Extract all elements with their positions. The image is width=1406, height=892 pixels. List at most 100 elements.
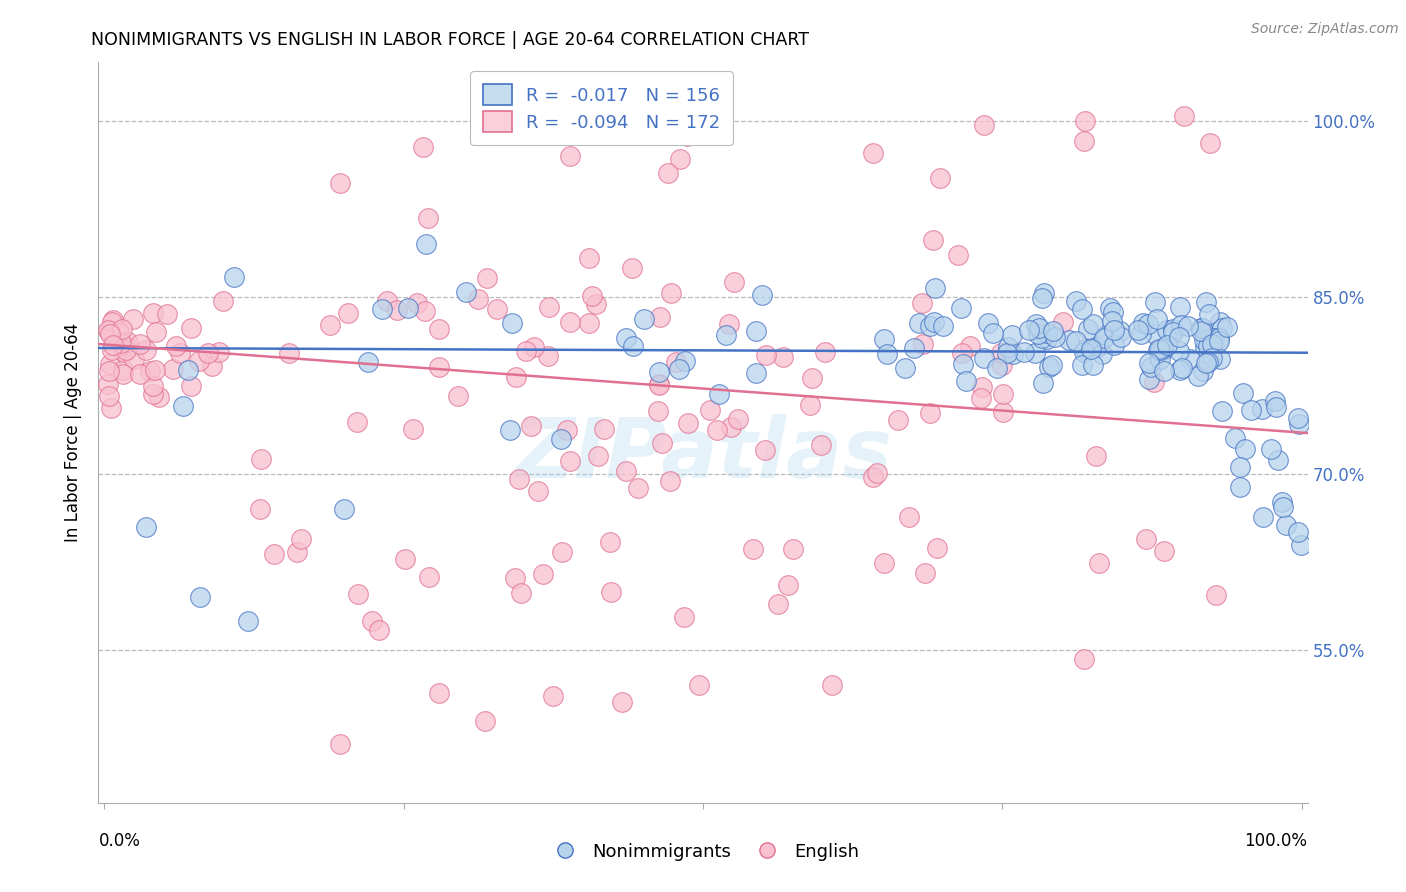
Point (1171, 361, 1194, 376)
Point (627, 481, 650, 495)
Point (1195, 356, 1218, 370)
Point (720, 420, 742, 434)
Point (139, 364, 162, 378)
Point (1156, 337, 1178, 351)
Point (402, 422, 425, 436)
Point (1071, 359, 1094, 373)
Point (418, 570, 440, 584)
Point (361, 614, 384, 628)
Point (1208, 334, 1230, 348)
Point (371, 301, 394, 316)
Point (976, 316, 998, 330)
Point (112, 363, 135, 377)
Text: ZIPatlas: ZIPatlas (515, 414, 891, 495)
Point (1064, 294, 1087, 309)
Point (911, 337, 934, 351)
Point (648, 377, 671, 392)
Point (98, 327, 121, 342)
Point (115, 339, 138, 353)
Point (592, 422, 614, 436)
Point (1161, 326, 1184, 340)
Point (1088, 556, 1111, 570)
Point (527, 483, 550, 498)
Point (346, 415, 368, 429)
Point (911, 295, 934, 310)
Point (1074, 114, 1097, 128)
Point (501, 316, 523, 330)
Point (505, 571, 527, 585)
Point (814, 344, 837, 359)
Point (98, 364, 121, 378)
Point (128, 367, 150, 381)
Point (396, 301, 419, 315)
Point (112, 344, 135, 359)
Point (707, 386, 730, 401)
Point (1083, 358, 1105, 372)
Point (810, 438, 832, 452)
Point (1286, 524, 1309, 539)
Point (505, 369, 527, 384)
Point (329, 176, 352, 190)
Point (142, 379, 165, 393)
Point (1199, 330, 1222, 344)
Point (98, 324, 121, 338)
Point (755, 348, 778, 362)
Point (950, 301, 973, 315)
Point (599, 584, 621, 599)
Text: 0.0%: 0.0% (98, 832, 141, 850)
Point (673, 354, 696, 368)
Point (706, 423, 728, 437)
Point (1101, 314, 1123, 328)
Point (415, 237, 437, 252)
Point (1229, 460, 1251, 475)
Point (1137, 372, 1160, 386)
Point (100, 401, 122, 415)
Point (485, 302, 508, 317)
Point (991, 387, 1014, 401)
Point (669, 152, 692, 166)
Point (111, 367, 134, 381)
Point (224, 269, 246, 284)
Point (290, 532, 312, 546)
Point (970, 391, 993, 405)
Point (1031, 291, 1053, 305)
Point (427, 321, 450, 335)
Point (1149, 351, 1171, 366)
Point (1197, 339, 1219, 353)
Point (97, 389, 120, 403)
Point (599, 535, 621, 549)
Point (714, 327, 737, 342)
Point (111, 322, 134, 336)
Point (1085, 449, 1108, 463)
Point (201, 359, 224, 374)
Point (531, 566, 554, 581)
Point (180, 378, 202, 392)
Point (537, 349, 560, 363)
Point (135, 519, 157, 533)
Point (1111, 330, 1133, 344)
Point (1031, 331, 1053, 345)
Point (1144, 294, 1167, 309)
Point (1102, 305, 1125, 319)
Point (523, 340, 546, 354)
Point (1024, 346, 1046, 360)
Y-axis label: In Labor Force | Age 20-64: In Labor Force | Age 20-64 (65, 323, 83, 542)
Point (676, 129, 699, 144)
Point (1146, 311, 1168, 326)
Point (1032, 285, 1054, 300)
Point (1073, 345, 1095, 359)
Point (169, 346, 191, 360)
Point (1153, 544, 1175, 558)
Point (1208, 331, 1230, 345)
Point (921, 233, 943, 247)
Point (973, 118, 995, 132)
Point (1085, 340, 1108, 354)
Point (946, 248, 969, 262)
Point (555, 423, 578, 437)
Point (1071, 301, 1094, 316)
Point (1032, 376, 1054, 391)
Point (551, 545, 574, 559)
Point (162, 362, 184, 376)
Point (1064, 334, 1087, 349)
Point (672, 610, 695, 624)
